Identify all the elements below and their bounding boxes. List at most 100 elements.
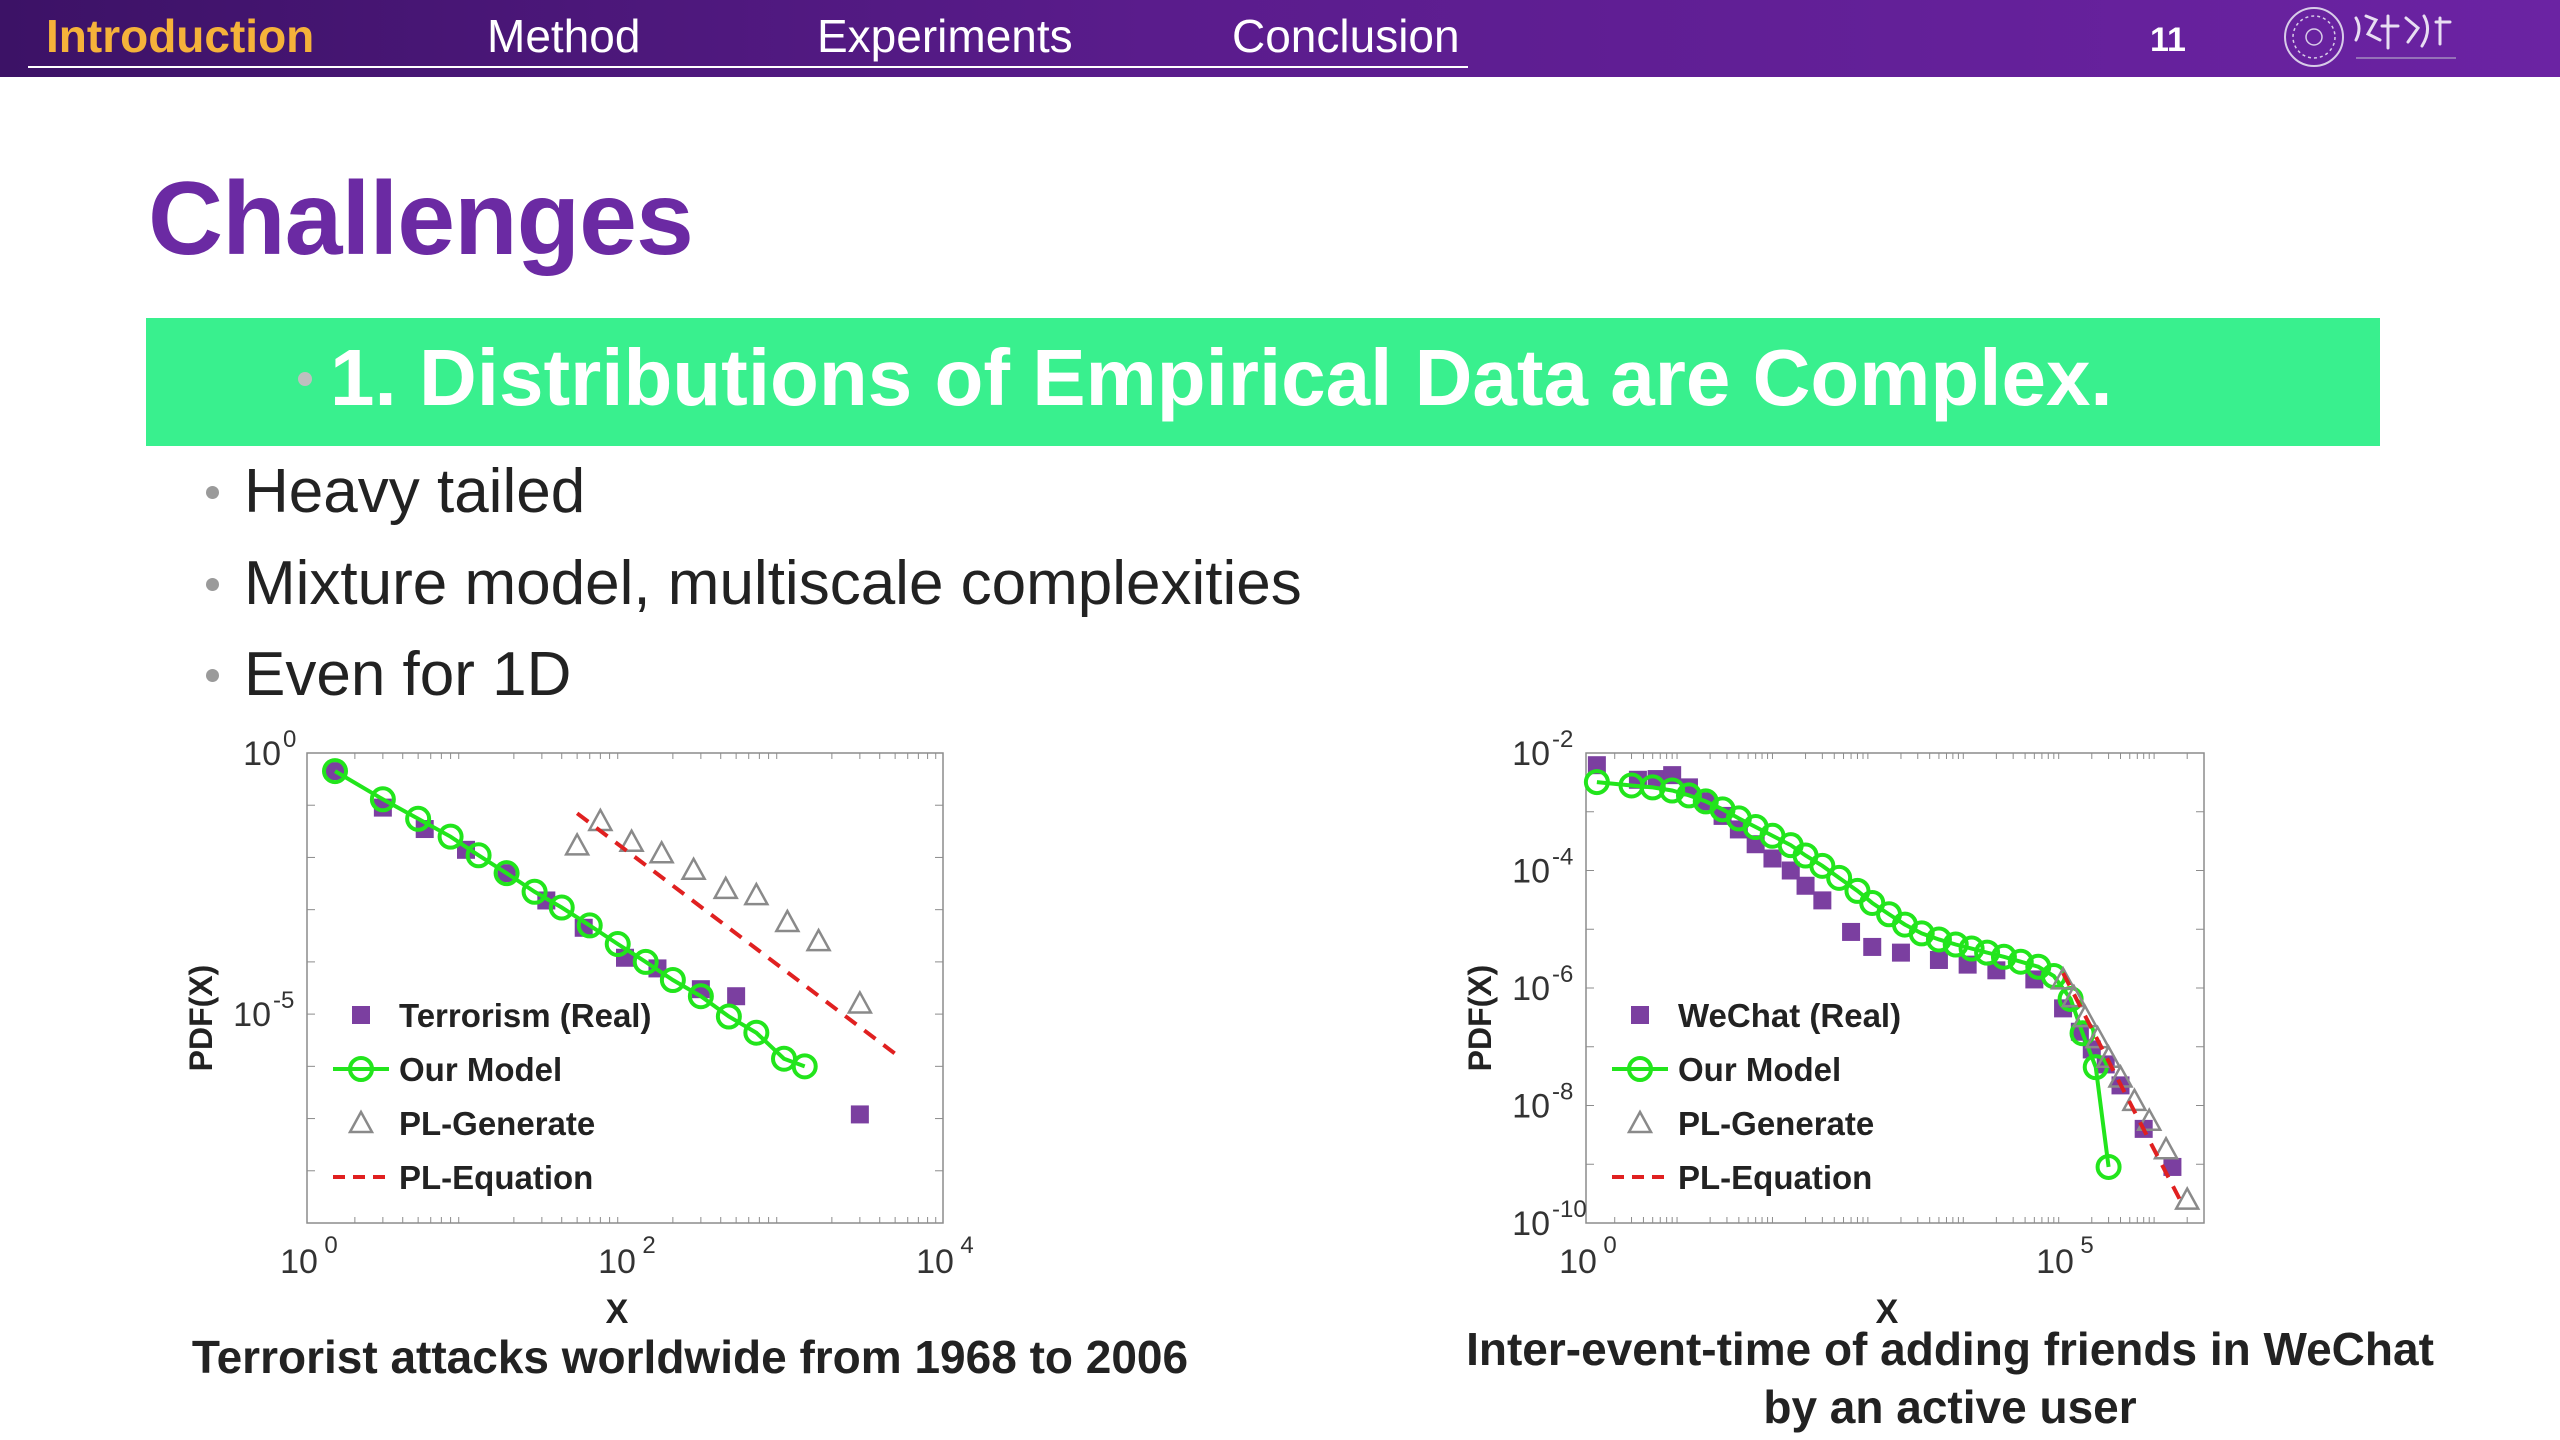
nav-item-method[interactable]: Method bbox=[487, 10, 641, 62]
chart1-real-point bbox=[1781, 861, 1800, 880]
chart0-x-tick-label: 10 bbox=[916, 1243, 954, 1281]
chart1-x-axis-label: X bbox=[1876, 1293, 1899, 1331]
nav-item-conclusion[interactable]: Conclusion bbox=[1232, 10, 1460, 62]
bullet-dot-icon bbox=[206, 486, 219, 499]
chart1-y-tick-exponent: -6 bbox=[1552, 961, 1573, 988]
chart0-model-point bbox=[632, 948, 659, 975]
chart1-x-tick-exponent: 0 bbox=[1603, 1232, 1616, 1259]
chart0-model-point bbox=[791, 1053, 818, 1080]
chart0-model-point bbox=[576, 912, 603, 939]
chart1-y-tick-exponent: -8 bbox=[1552, 1079, 1573, 1106]
chart1-pl-generate-point bbox=[2084, 1024, 2111, 1049]
chart1-plot-frame bbox=[1585, 752, 2205, 1224]
chart1-model-point bbox=[2095, 1153, 2122, 1180]
chart1-pl-generate-point bbox=[2060, 983, 2088, 1008]
banner-text: 1. Distributions of Empirical Data are C… bbox=[330, 333, 2113, 422]
chart1-pl-generate-point bbox=[2095, 1044, 2122, 1068]
chart0-model-point bbox=[521, 878, 548, 905]
chart1-y-tick-exponent: -4 bbox=[1552, 844, 1573, 871]
chart1-y-tick-label: 10 bbox=[1512, 1205, 1550, 1243]
chart0-pl-generate-point bbox=[712, 875, 739, 900]
slide-title: Challenges bbox=[148, 161, 694, 277]
bullet-dot-icon bbox=[206, 578, 219, 591]
chart0-model-point bbox=[743, 1019, 770, 1046]
university-logo-icon bbox=[2284, 7, 2456, 67]
nav-underline bbox=[28, 66, 1468, 68]
chart1-y-tick-exponent: -2 bbox=[1552, 726, 1573, 753]
nav-item-experiments[interactable]: Experiments bbox=[817, 10, 1073, 62]
chart0-model-point bbox=[437, 823, 464, 850]
chart0-model-point bbox=[493, 860, 520, 887]
chart0-model-point bbox=[369, 786, 396, 813]
chart0-plot-frame bbox=[306, 752, 944, 1224]
chart0-pl-generate-point bbox=[805, 927, 832, 952]
chart0-x-tick-label: 10 bbox=[598, 1243, 636, 1281]
chart1-model-point bbox=[1990, 943, 2017, 970]
chart1-model-point bbox=[1908, 920, 1935, 947]
chart0-model-point bbox=[687, 983, 714, 1010]
chart0-legend-label: PL-Generate bbox=[399, 1105, 595, 1142]
chart1-real-point bbox=[1796, 876, 1815, 895]
chart0-x-tick-exponent: 2 bbox=[642, 1232, 655, 1259]
chart0-legend-label: Our Model bbox=[399, 1051, 562, 1088]
chart0-model-point bbox=[405, 805, 432, 832]
chart1-y-tick-label: 10 bbox=[1512, 1088, 1550, 1126]
chart1-y-tick-label: 10 bbox=[1512, 735, 1550, 773]
chart-caption-wechat-line2: by an active user bbox=[1763, 1381, 2137, 1433]
chart0-y-tick-label: 10 bbox=[233, 996, 271, 1034]
chart1-x-tick-exponent: 5 bbox=[2080, 1232, 2093, 1259]
banner-bullet-icon bbox=[298, 372, 312, 386]
chart1-pl-generate-point bbox=[2136, 1107, 2163, 1132]
chart1-legend-label: Our Model bbox=[1678, 1051, 1841, 1088]
chart0-y-tick-exponent: 0 bbox=[283, 726, 296, 753]
chart0-x-tick-label: 10 bbox=[280, 1243, 318, 1281]
chart1-legend-label: WeChat (Real) bbox=[1678, 997, 1901, 1034]
chart0-model-point bbox=[465, 842, 492, 869]
chart0-x-tick-exponent: 4 bbox=[960, 1232, 973, 1259]
chart1-y-tick-label: 10 bbox=[1512, 853, 1550, 891]
nav-item-introduction[interactable]: Introduction bbox=[46, 10, 315, 62]
chart1-x-tick-label: 10 bbox=[2036, 1243, 2074, 1281]
chart0-legend-label: Terrorism (Real) bbox=[399, 997, 651, 1034]
chart1-real-point bbox=[2163, 1157, 2182, 1176]
chart1-model-point bbox=[2007, 948, 2034, 975]
chart0-legend-swatch-model bbox=[348, 1056, 374, 1082]
chart-caption-terrorism: Terrorist attacks worldwide from 1968 to… bbox=[191, 1331, 1189, 1383]
chart1-pl-generate-point bbox=[2071, 1003, 2099, 1028]
chart0-pl-generate-point bbox=[846, 989, 873, 1014]
chart0-x-axis-label: X bbox=[606, 1293, 629, 1331]
chart1-pl-generate-point bbox=[2049, 965, 2077, 990]
chart0-y-tick-label: 10 bbox=[243, 735, 281, 773]
bullet-dot-icon bbox=[206, 669, 219, 682]
chart0-model-point bbox=[604, 931, 631, 958]
top-nav-bar: Introduction Method Experiments Conclusi… bbox=[0, 0, 2560, 77]
chart0-model-point bbox=[321, 758, 348, 785]
chart1-real-point bbox=[1813, 891, 1832, 910]
chart1-model-point bbox=[1583, 769, 1610, 796]
bullet-text: Mixture model, multiscale complexities bbox=[244, 549, 1302, 618]
chart1-model-point bbox=[1925, 926, 1952, 953]
chart1-legend-swatch-real bbox=[1631, 1006, 1649, 1024]
chart1-model-point bbox=[1675, 782, 1702, 809]
chart1-x-tick-label: 10 bbox=[1559, 1243, 1597, 1281]
chart1-real-point bbox=[1891, 943, 1910, 962]
chart1-model-point bbox=[1809, 852, 1836, 879]
chart1-model-point bbox=[1826, 864, 1853, 891]
chart0-pl-generate-point bbox=[680, 856, 707, 881]
bullet-text: Even for 1D bbox=[244, 640, 572, 709]
page-number: 11 bbox=[2150, 21, 2186, 59]
chart1-model-point bbox=[1958, 935, 1985, 962]
chart0-pl-generate-point bbox=[564, 831, 591, 856]
chart1-model-point bbox=[1659, 777, 1686, 804]
chart0-y-axis-label: PDF(X) bbox=[183, 965, 219, 1072]
chart0-pl-generate-point bbox=[774, 908, 801, 933]
chart1-model-point bbox=[1942, 931, 1969, 958]
chart0-real-point bbox=[850, 1105, 869, 1124]
chart0-real-point bbox=[727, 987, 746, 1006]
chart1-legend-swatch-model bbox=[1627, 1056, 1653, 1082]
chart1-y-tick-label: 10 bbox=[1512, 970, 1550, 1008]
chart0-y-tick-exponent: -5 bbox=[273, 987, 294, 1014]
chart0-pl-equation-line bbox=[575, 811, 903, 1061]
chart0-pl-generate-point bbox=[618, 828, 645, 852]
chart1-pl-generate-point bbox=[2174, 1186, 2201, 1210]
